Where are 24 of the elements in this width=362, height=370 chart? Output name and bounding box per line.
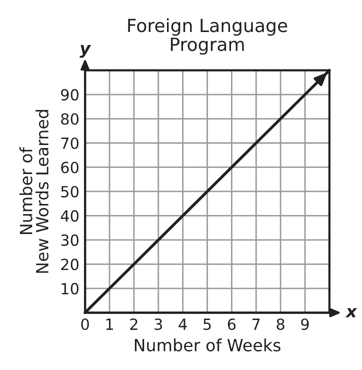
y-tick-label: 10 bbox=[62, 282, 78, 294]
x-tick-label: 1 bbox=[106, 318, 113, 330]
y-tick-label: 40 bbox=[60, 210, 78, 222]
y-tick-label: 80 bbox=[61, 113, 78, 125]
text: y bbox=[80, 45, 92, 58]
y-axis-title: Number of New Words Learned bbox=[19, 110, 49, 273]
y-tick-label: 50 bbox=[61, 186, 78, 198]
x-tick-label: 5 bbox=[204, 318, 211, 330]
x-tick-label: 2 bbox=[130, 318, 138, 330]
y-tick-label: 90 bbox=[61, 89, 78, 101]
y-tick-label: 70 bbox=[61, 137, 78, 150]
text: x bbox=[345, 308, 358, 318]
x-tick-label: 4 bbox=[178, 318, 187, 330]
x-tick-label: 0 bbox=[81, 318, 89, 330]
x-tick-label: 8 bbox=[276, 318, 284, 330]
y-tick-label: 20 bbox=[61, 258, 78, 270]
x-axis-title: Number of Weeks bbox=[134, 338, 280, 352]
y-tick-label: 30 bbox=[61, 234, 78, 246]
x-tick-label: 6 bbox=[228, 318, 236, 330]
chart-title: Foreign Language Program bbox=[128, 18, 288, 55]
x-tick-label: 9 bbox=[301, 318, 309, 330]
x-tick-label: 7 bbox=[252, 318, 260, 330]
x-tick-label: 3 bbox=[154, 318, 162, 330]
y-tick-label: 60 bbox=[61, 162, 78, 174]
